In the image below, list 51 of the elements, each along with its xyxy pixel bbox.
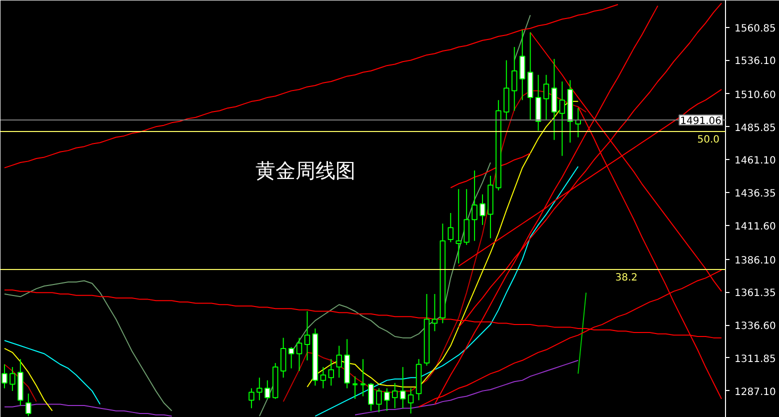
candlestick <box>480 194 486 226</box>
candlestick <box>400 366 406 409</box>
y-tick-label: 1485.85 <box>734 122 776 134</box>
candlestick <box>352 376 358 400</box>
candlestick <box>288 346 294 369</box>
y-tick-label: 1560.85 <box>734 23 776 34</box>
candlestick <box>336 345 342 378</box>
candlestick <box>408 388 414 414</box>
y-tick-label: 1311.85 <box>734 354 776 365</box>
y-tick-label: 1510.60 <box>734 90 776 101</box>
candlestick <box>264 380 270 400</box>
candlestick <box>2 364 8 389</box>
annotation: 黄金周线图 <box>256 158 356 182</box>
candlestick <box>296 337 302 372</box>
y-tick-label: 1436.35 <box>734 188 776 200</box>
annotation: 50.0 <box>697 134 720 146</box>
annotation: 38.2 <box>615 272 638 284</box>
y-tick-label: 1386.10 <box>734 255 776 266</box>
candlestick <box>368 382 374 412</box>
candlestick <box>304 310 310 361</box>
candlestick <box>10 366 16 392</box>
candlestick <box>328 358 334 386</box>
candlestick <box>519 29 526 101</box>
candlestick <box>376 388 382 413</box>
candlestick <box>456 188 462 264</box>
candlestick <box>320 366 326 389</box>
candlestick <box>248 388 254 409</box>
candlestick <box>384 388 390 412</box>
y-tick-label: 1287.10 <box>734 386 776 398</box>
candlestick <box>280 337 286 378</box>
candlestick <box>448 212 454 243</box>
line-series <box>450 152 531 188</box>
candlestick <box>360 358 366 397</box>
candlestick <box>464 188 470 246</box>
candlestick <box>551 58 558 140</box>
y-tick-label: 1336.60 <box>734 321 776 332</box>
candlestick <box>432 293 438 332</box>
y-tick-label: 1411.60 <box>734 221 776 232</box>
candlestick <box>511 46 518 112</box>
y-tick-label: 1461.10 <box>734 156 776 167</box>
candlestick <box>543 74 550 121</box>
candlestick <box>256 377 262 401</box>
candlestick <box>472 170 478 242</box>
candlestick <box>504 60 510 121</box>
ref-line-label: 1491.06 <box>680 116 722 127</box>
candlestick <box>25 393 32 417</box>
y-tick-label: 1536.10 <box>734 56 776 68</box>
candlestick <box>559 81 566 156</box>
candlestick <box>392 382 398 409</box>
candlestick <box>535 74 542 132</box>
y-tick-label: 1361.35 <box>734 288 776 300</box>
